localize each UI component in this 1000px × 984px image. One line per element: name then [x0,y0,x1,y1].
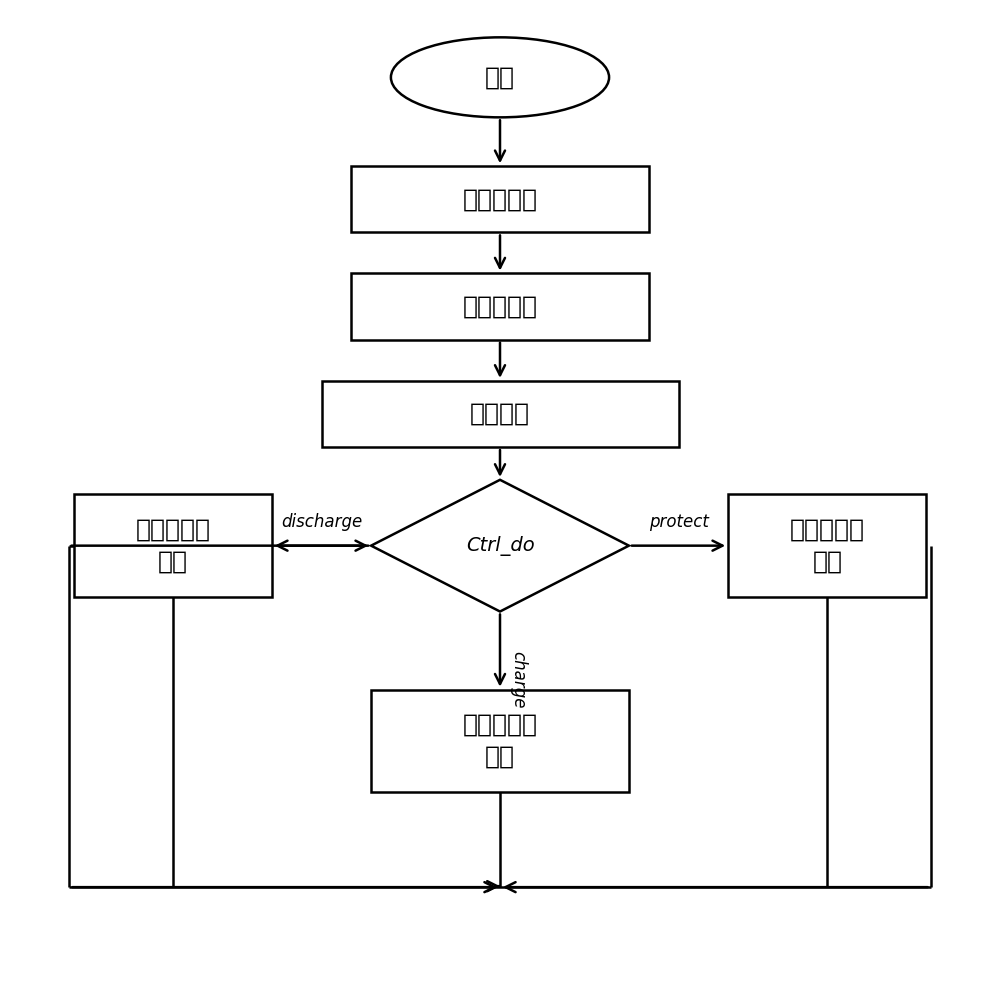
Text: 调用充电子
程序: 调用充电子 程序 [463,713,538,769]
Text: discharge: discharge [281,513,362,531]
Bar [351,274,649,339]
Text: 中断配置: 中断配置 [470,401,530,426]
Text: 调用保护子
程序: 调用保护子 程序 [790,518,865,574]
Polygon shape [371,480,629,611]
Text: 参数初始化: 参数初始化 [463,294,538,319]
Bar [371,690,629,792]
Bar [351,166,649,232]
Ellipse shape [391,37,609,117]
Text: 开始: 开始 [485,65,515,90]
Bar [728,494,926,597]
Text: Ctrl_do: Ctrl_do [466,535,534,556]
Bar [74,494,272,597]
Text: protect: protect [649,513,708,531]
Text: 调用放电子
程序: 调用放电子 程序 [135,518,210,574]
Text: charge: charge [509,650,527,708]
Text: 硬件初始化: 硬件初始化 [463,187,538,212]
Bar [322,381,678,447]
